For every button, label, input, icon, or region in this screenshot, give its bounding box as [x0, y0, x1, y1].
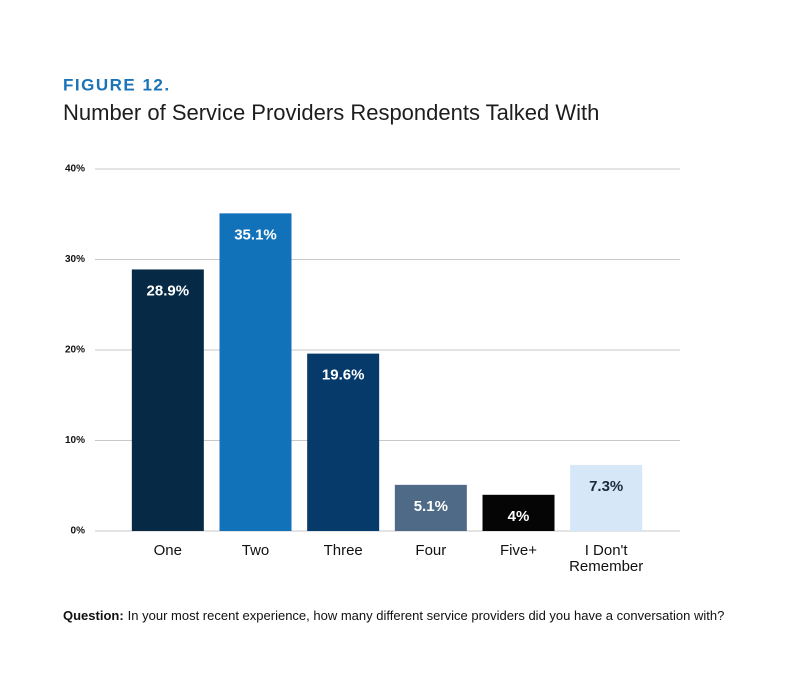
y-tick-label: 20% — [65, 345, 85, 356]
x-tick-label-box: I Don't Remember — [569, 543, 644, 575]
y-tick-label: 10% — [65, 435, 85, 446]
chart-title: FIGURE 12. — [63, 75, 171, 94]
x-tick-label: One — [153, 543, 182, 559]
x-tick-label: Three — [323, 543, 363, 559]
value-label: 7.3% — [589, 478, 623, 495]
y-tick-label: 0% — [71, 526, 86, 537]
chart-subtitle: Number of Service Providers Respondents … — [63, 100, 599, 125]
note: Question: In your most recent experience,… — [63, 608, 724, 623]
x-tick-label: Four — [415, 543, 447, 559]
y-tick-label: 40% — [65, 164, 85, 175]
bar — [219, 213, 292, 531]
x-tick-label-box: Five+ — [499, 543, 538, 559]
value-label: 4% — [508, 508, 530, 525]
bar — [482, 494, 555, 531]
value-label: 35.1% — [234, 226, 277, 243]
bar — [570, 464, 643, 531]
bar — [394, 484, 467, 531]
x-tick-label: Five+ — [499, 543, 538, 559]
x-tick-label-box: One — [153, 543, 182, 559]
note-text: In your most recent experience, how many… — [128, 608, 725, 623]
x-tick-label-box: Three — [323, 543, 363, 559]
x-tick-label-box: Four — [415, 543, 447, 559]
value-label: 5.1% — [414, 498, 448, 515]
x-tick-label: I Don't Remember — [569, 543, 644, 575]
value-label: 19.6% — [322, 367, 365, 384]
value-label: 28.9% — [147, 282, 190, 299]
y-tick-label: 30% — [65, 254, 85, 265]
bar — [131, 269, 204, 531]
x-tick-label-box: Two — [241, 543, 270, 559]
x-tick-label: Two — [241, 543, 270, 559]
note-label: Question: — [63, 608, 124, 623]
bar — [307, 353, 380, 531]
